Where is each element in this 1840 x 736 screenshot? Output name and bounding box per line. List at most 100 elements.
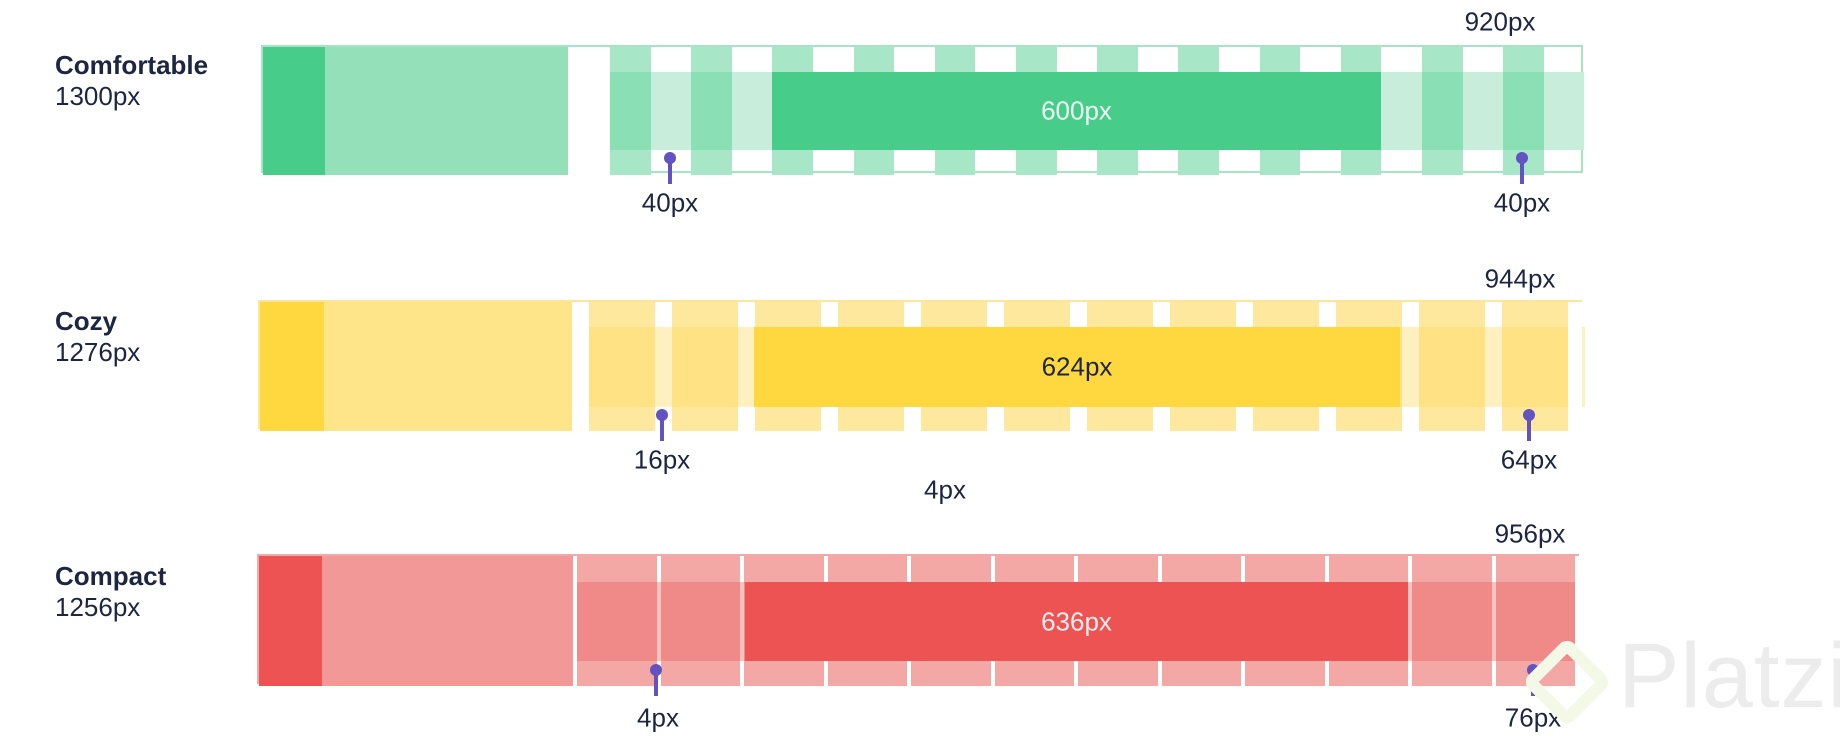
gutter-top [738,302,755,327]
gutter-label: 16px [633,444,691,475]
gutter-top [655,302,672,327]
extra-gutter-label: 4px [924,474,966,505]
gutter-bottom [1485,407,1502,431]
gutter-bottom [1324,661,1329,686]
gutter-bottom [738,407,755,431]
grid-column-mid [650,72,692,150]
center-content [745,582,1408,661]
gutter-top [821,302,838,327]
layout-bar-comfortable: 600px [261,45,1585,175]
gutter-mid [738,327,755,407]
grid-column-mid [691,72,732,150]
platzi-watermark: Platzi [1618,625,1840,727]
gutter-marker-pin [650,664,662,696]
density-name: Compact [55,561,167,591]
gutter-top [1070,302,1087,327]
gutter-top [1324,556,1329,582]
density-name: Cozy [55,306,118,336]
gutter-top [987,302,1004,327]
gutter-bottom [1241,661,1245,686]
gutter-top [656,556,661,582]
right-margin [1575,556,1579,686]
side-panel [325,47,568,175]
gutter-bottom [987,407,1004,431]
center-width-label: 600px [1041,95,1112,126]
margin-marker-pin [1516,152,1528,184]
gutter-bottom [1153,407,1170,431]
gutter-top [904,302,921,327]
gutter-top [1153,302,1170,327]
content-width-label: 944px [1484,263,1556,294]
gutter-bottom [1402,407,1419,431]
side-panel [322,556,573,686]
gutter-bottom [1319,407,1336,431]
gutter-top [1491,556,1496,582]
grid-column-mid [1543,72,1585,150]
pin-line [1520,158,1524,184]
gutter-mid [740,582,744,661]
pin-line [660,415,664,441]
gutter-top [740,556,744,582]
content-width-label: 956px [1494,518,1566,549]
gutter-top [1236,302,1253,327]
margin-label: 64px [1500,444,1558,475]
gutter-mid [1485,327,1502,407]
nav-rail [263,47,325,175]
margin-label: 40px [1493,187,1551,218]
grid-column-mid [1462,72,1504,150]
gutter-bottom [1157,661,1162,686]
grid-column-mid [610,72,651,150]
gutter-marker-pin [656,409,668,441]
gutter-top [1319,302,1336,327]
gutter-bottom [1074,661,1078,686]
center-width-label: 636px [1041,606,1112,636]
gutter-label: 40px [641,187,699,218]
left-gap [573,556,577,686]
gutter-mid [656,582,661,661]
screen-width: 1300px [55,81,141,111]
gutter-bottom [823,661,828,686]
gutter-bottom [907,661,911,686]
content-width-label: 920px [1464,6,1536,37]
gutter-bottom [904,407,921,431]
layout-bar-compact: 636px [257,554,1579,686]
gutter-top [1485,302,1502,327]
margin-label: 76px [1504,702,1562,733]
gutter-bottom [990,661,995,686]
gutter-top [1408,556,1412,582]
gutter-top [1402,302,1419,327]
gutter-bottom [740,661,744,686]
screen-width: 1256px [55,592,141,622]
margin-marker-pin [1523,409,1535,441]
pin-line [654,670,658,696]
row-label-compact: Compact 1256px [55,561,166,623]
gutter-mid [1402,327,1419,407]
grid-column-mid [1503,72,1544,150]
center-content [754,327,1400,407]
layout-bar-cozy: 624px [258,300,1585,431]
left-gap [572,302,589,431]
gutter-marker-pin [664,152,676,184]
gutter-top [1157,556,1162,582]
center-content [772,72,1381,150]
right-margin [1568,302,1582,431]
row-label-comfortable: Comfortable 1300px [55,50,208,112]
left-gap [568,47,610,175]
margin-marker-pin [1527,664,1539,696]
gutter-bottom [1070,407,1087,431]
pin-line [1531,670,1535,696]
grid-column-mid [1422,72,1463,150]
grid-column-mid [731,72,773,150]
gutter-top [1241,556,1245,582]
side-panel [324,302,572,431]
center-width-label: 624px [1041,351,1113,382]
nav-rail [260,302,324,431]
gutter-bottom [1236,407,1253,431]
gutter-top [1074,556,1078,582]
gutter-bottom [1491,661,1496,686]
row-label-cozy: Cozy 1276px [55,306,140,368]
gutter-bottom [1408,661,1412,686]
gutter-bottom [821,407,838,431]
nav-rail [259,556,322,686]
gutter-mid [1408,582,1412,661]
